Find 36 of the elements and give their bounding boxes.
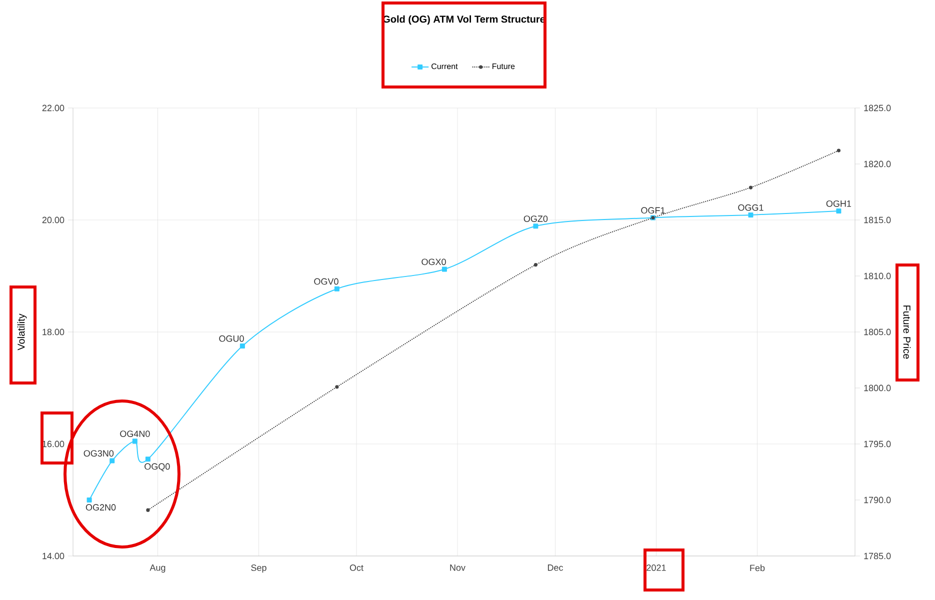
annotation: OG2N0 (86, 504, 116, 511)
y-tick-label: 20.00 (42, 216, 64, 224)
x-tick-label: Nov (450, 564, 466, 571)
y-axis-title: Volatility (17, 314, 27, 350)
annotation: OG4N0 (120, 430, 150, 437)
legend-label: Current (432, 63, 458, 70)
y2-tick-label: 1790.0 (864, 496, 891, 504)
y2-axis-title: Future Price (903, 306, 911, 359)
x-tick-label: Oct (350, 564, 364, 571)
annotation: OG3N0 (84, 450, 114, 457)
y2-tick-label: 1800.0 (864, 384, 891, 392)
annotation: OGF1 (641, 207, 665, 214)
x-tick-label: 2021 (646, 564, 666, 571)
y2-tick-label: 1825.0 (864, 104, 891, 112)
x-tick-label: Sep (251, 564, 266, 573)
legend-label: Future (492, 63, 515, 70)
x-tick-label: Feb (750, 564, 765, 572)
x-tick-label: Aug (150, 564, 166, 573)
annotation: OGX0 (422, 258, 446, 266)
y2-tick-label: 1795.0 (864, 440, 891, 448)
y2-tick-label: 1820.0 (864, 160, 891, 168)
annotation: OGQ0 (144, 463, 170, 472)
y-tick-label: 22.00 (42, 104, 64, 112)
y-tick-label: 14.00 (42, 552, 64, 560)
annotation: OGG1 (738, 204, 764, 211)
y-tick-label: 18.00 (42, 328, 64, 336)
y-tick-label: 16.00 (42, 440, 64, 448)
y2-tick-label: 1810.0 (864, 272, 891, 280)
y2-tick-label: 1815.0 (864, 216, 891, 224)
annotation: OGU0 (219, 335, 244, 342)
y2-tick-label: 1805.0 (864, 328, 891, 336)
annotation: OGH1 (826, 200, 852, 207)
y2-tick-label: 1785.0 (864, 552, 891, 560)
annotation: OGZ0 (524, 216, 548, 222)
annotation: OGV0 (314, 278, 338, 285)
x-tick-label: Dec (548, 564, 563, 571)
